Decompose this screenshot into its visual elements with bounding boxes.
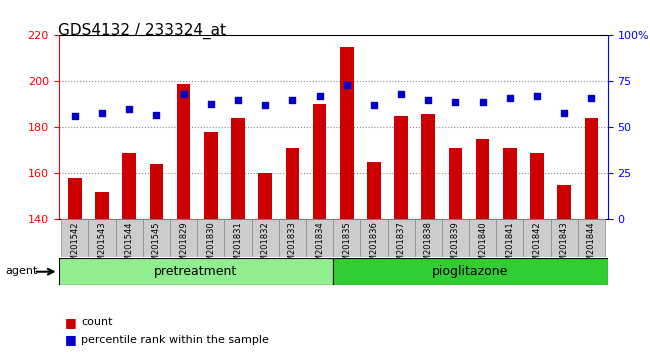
- Bar: [231, 118, 245, 354]
- Point: [369, 103, 379, 108]
- Bar: [68, 178, 82, 354]
- Bar: [116, 219, 143, 257]
- Text: GSM201844: GSM201844: [587, 221, 596, 272]
- Bar: [204, 132, 218, 354]
- Point: [205, 101, 216, 106]
- Bar: [143, 219, 170, 257]
- Bar: [58, 258, 333, 285]
- Bar: [442, 219, 469, 257]
- Bar: [415, 219, 442, 257]
- Bar: [360, 219, 387, 257]
- Text: GSM201840: GSM201840: [478, 221, 487, 272]
- Text: GDS4132 / 233324_at: GDS4132 / 233324_at: [58, 23, 226, 39]
- Text: GSM201834: GSM201834: [315, 221, 324, 272]
- Point: [532, 93, 542, 99]
- Text: GSM201545: GSM201545: [152, 221, 161, 272]
- Point: [450, 99, 461, 104]
- Bar: [530, 153, 544, 354]
- Point: [396, 91, 406, 97]
- Bar: [285, 148, 299, 354]
- Text: count: count: [81, 317, 112, 327]
- Point: [151, 112, 162, 118]
- Bar: [578, 219, 605, 257]
- Text: GSM201832: GSM201832: [261, 221, 270, 272]
- Bar: [313, 104, 326, 354]
- Bar: [395, 116, 408, 354]
- Text: GSM201837: GSM201837: [396, 221, 406, 272]
- Point: [124, 106, 135, 112]
- Point: [233, 97, 243, 103]
- Text: ■: ■: [65, 333, 77, 346]
- Bar: [503, 148, 517, 354]
- Point: [559, 110, 569, 115]
- Text: GSM201836: GSM201836: [369, 221, 378, 272]
- Bar: [387, 219, 415, 257]
- Point: [504, 95, 515, 101]
- Bar: [150, 164, 163, 354]
- Point: [341, 82, 352, 88]
- Text: GSM201829: GSM201829: [179, 221, 188, 272]
- Text: GSM201838: GSM201838: [424, 221, 433, 272]
- Text: GSM201544: GSM201544: [125, 221, 134, 272]
- Bar: [88, 219, 116, 257]
- Point: [315, 93, 325, 99]
- Bar: [170, 219, 197, 257]
- Bar: [177, 84, 190, 354]
- Bar: [333, 258, 608, 285]
- Point: [260, 103, 270, 108]
- Bar: [279, 219, 306, 257]
- Point: [178, 91, 188, 97]
- Text: GSM201542: GSM201542: [70, 221, 79, 272]
- Text: ■: ■: [65, 316, 77, 329]
- Bar: [496, 219, 523, 257]
- Text: GSM201831: GSM201831: [233, 221, 242, 272]
- Bar: [224, 219, 252, 257]
- Bar: [469, 219, 496, 257]
- Point: [70, 114, 80, 119]
- Bar: [95, 192, 109, 354]
- Text: GSM201543: GSM201543: [98, 221, 107, 272]
- Text: pretreatment: pretreatment: [154, 265, 237, 278]
- Bar: [476, 139, 489, 354]
- Bar: [333, 219, 360, 257]
- Bar: [523, 219, 551, 257]
- Text: GSM201833: GSM201833: [288, 221, 297, 272]
- Text: agent: agent: [5, 266, 38, 276]
- Point: [586, 95, 597, 101]
- Text: GSM201841: GSM201841: [505, 221, 514, 272]
- Text: pioglitazone: pioglitazone: [432, 265, 508, 278]
- Text: GSM201835: GSM201835: [342, 221, 351, 272]
- Bar: [197, 219, 224, 257]
- Bar: [252, 219, 279, 257]
- Text: percentile rank within the sample: percentile rank within the sample: [81, 335, 269, 345]
- Point: [287, 97, 298, 103]
- Text: GSM201842: GSM201842: [532, 221, 541, 272]
- Point: [97, 110, 107, 115]
- Bar: [306, 219, 333, 257]
- Bar: [122, 153, 136, 354]
- Bar: [367, 162, 381, 354]
- Bar: [340, 47, 354, 354]
- Bar: [584, 118, 598, 354]
- Point: [478, 99, 488, 104]
- Point: [423, 97, 434, 103]
- Bar: [448, 148, 462, 354]
- Bar: [421, 114, 435, 354]
- Bar: [551, 219, 578, 257]
- Bar: [258, 173, 272, 354]
- Text: GSM201843: GSM201843: [560, 221, 569, 272]
- Bar: [61, 219, 88, 257]
- Text: GSM201830: GSM201830: [206, 221, 215, 272]
- Text: GSM201839: GSM201839: [451, 221, 460, 272]
- Bar: [558, 185, 571, 354]
